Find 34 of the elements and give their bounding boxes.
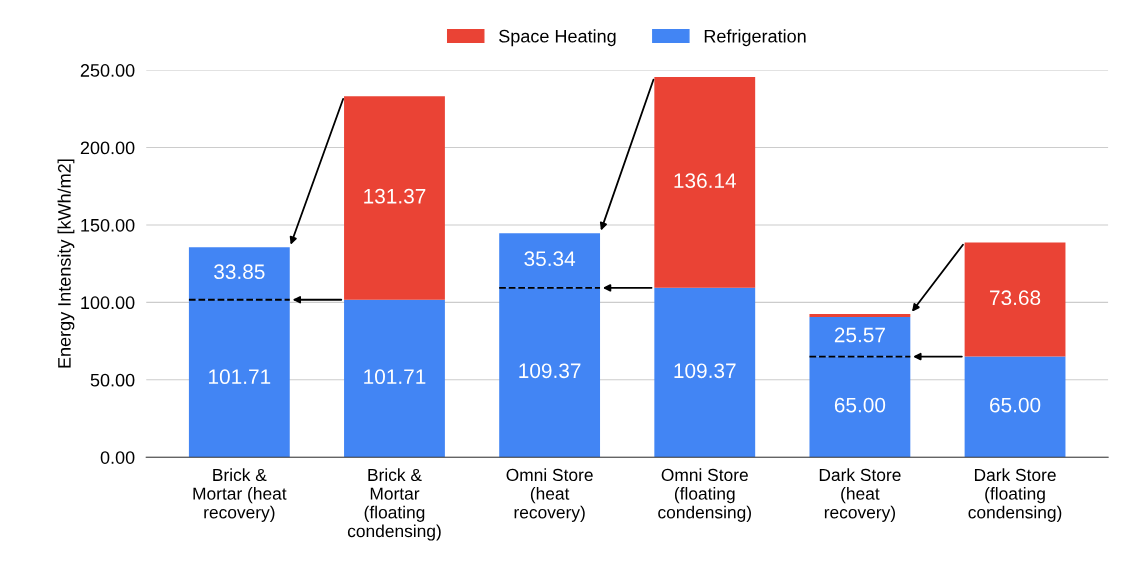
bar [344,299,445,458]
legend-label: Space Heating [499,29,616,47]
y-tick-label: 200.00 [80,141,135,155]
data-label: 35.34 [524,251,576,267]
data-label: 101.71 [209,369,271,385]
y-axis-title: Energy Intensity [kWh/m2] [57,159,75,368]
data-label: 25.57 [834,327,885,343]
bar [809,313,911,317]
bar [964,356,1066,458]
data-label: 136.14 [674,173,737,189]
data-label: 101.71 [364,369,426,385]
x-tick-label: Omni Store (floating condensing) [658,468,751,522]
data-label: 33.85 [214,264,265,280]
data-label: 65.00 [990,397,1041,413]
y-tick-label: 150.00 [81,218,135,232]
bar [964,242,1066,357]
y-tick-label: 100.00 [81,296,135,310]
x-tick-label: Brick & Mortar (floating condensing) [347,468,441,541]
data-label: 65.00 [834,397,886,413]
bar [654,287,756,458]
data-label: 109.37 [519,363,581,379]
x-tick-label: Omni Store (heat recovery) [506,468,593,522]
bar [344,96,445,300]
y-tick-label: 50.00 [90,373,135,387]
data-label: 73.68 [990,290,1041,306]
bar [654,77,756,288]
y-tick-label: 250.00 [80,64,135,77]
data-label: 109.37 [674,363,736,379]
legend-label: Refrigeration [704,29,806,47]
x-tick-label: Dark Store (heat recovery) [819,468,901,522]
x-tick-label: Brick & Mortar (heat recovery) [193,468,287,522]
y-tick-label: 0.00 [100,451,135,464]
data-label: 131.37 [364,188,426,204]
x-tick-label: Dark Store (floating condensing) [968,468,1062,522]
